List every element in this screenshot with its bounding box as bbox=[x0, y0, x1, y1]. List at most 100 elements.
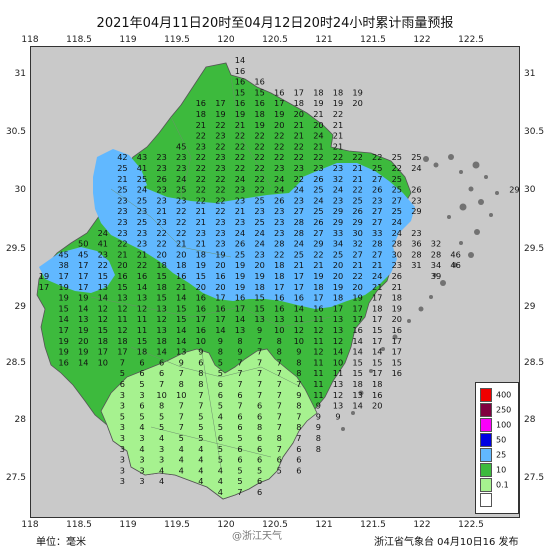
rainfall-value: 4 bbox=[218, 465, 223, 475]
rainfall-value: 23 bbox=[156, 163, 166, 173]
rainfall-value: 22 bbox=[313, 249, 323, 259]
rainfall-value: 21 bbox=[294, 120, 304, 130]
land-areas bbox=[36, 62, 415, 500]
rainfall-value: 4 bbox=[139, 444, 144, 454]
rainfall-value: 6 bbox=[218, 433, 223, 443]
lat-tick-left: 30 bbox=[14, 185, 26, 195]
rainfall-value: 16 bbox=[392, 368, 402, 378]
land-light-green bbox=[100, 348, 318, 500]
lat-tick-right: 30 bbox=[524, 185, 536, 195]
rainfall-value: 20 bbox=[372, 401, 382, 411]
rainfall-value: 33 bbox=[333, 228, 343, 238]
rainfall-value: 18 bbox=[137, 347, 147, 357]
rainfall-value: 13 bbox=[176, 347, 186, 357]
rainfall-value: 15 bbox=[137, 336, 147, 346]
rainfall-value: 9 bbox=[335, 411, 340, 421]
lon-tick-bottom: 120.5 bbox=[262, 520, 288, 530]
rainfall-value: 15 bbox=[352, 368, 362, 378]
lon-tick-top: 119 bbox=[119, 35, 137, 45]
rainfall-value: 3 bbox=[139, 455, 144, 465]
rainfall-value: 4 bbox=[218, 487, 223, 497]
rainfall-value: 5 bbox=[159, 422, 164, 432]
rainfall-value: 16 bbox=[117, 271, 127, 281]
rainfall-value: 25 bbox=[352, 195, 362, 205]
rainfall-value: 3 bbox=[159, 444, 164, 454]
rainfall-value: 14 bbox=[98, 293, 108, 303]
rainfall-value: 3 bbox=[120, 476, 125, 486]
rainfall-value: 4 bbox=[159, 476, 164, 486]
county-lines bbox=[90, 76, 332, 468]
lat-tick-right: 28 bbox=[524, 415, 536, 425]
rainfall-value: 19 bbox=[78, 347, 88, 357]
rainfall-value: 22 bbox=[196, 174, 206, 184]
rainfall-value: 21 bbox=[196, 217, 206, 227]
rainfall-value: 6 bbox=[257, 411, 262, 421]
rainfall-value: 12 bbox=[156, 314, 166, 324]
rainfall-value: 13 bbox=[137, 293, 147, 303]
rainfall-value: 20 bbox=[333, 260, 343, 270]
rainfall-value: 25 bbox=[117, 163, 127, 173]
rainfall-value: 16 bbox=[294, 293, 304, 303]
rainfall-value: 24 bbox=[411, 163, 421, 173]
rainfall-value: 15 bbox=[176, 314, 186, 324]
rainfall-value: 16 bbox=[352, 325, 362, 335]
rainfall-value: 15 bbox=[254, 87, 264, 97]
legend-label: 0.1 bbox=[496, 480, 509, 490]
rainfall-value: 24 bbox=[274, 174, 284, 184]
rainfall-value: 16 bbox=[215, 271, 225, 281]
rainfall-value: 22 bbox=[235, 141, 245, 151]
rainfall-value: 22 bbox=[156, 239, 166, 249]
rainfall-value: 7 bbox=[179, 368, 184, 378]
rainfall-value: 22 bbox=[392, 163, 402, 173]
rainfall-value: 13 bbox=[78, 314, 88, 324]
rainfall-value: 14 bbox=[333, 347, 343, 357]
rainfall-value: 26 bbox=[313, 217, 323, 227]
rainfall-value: 29 bbox=[333, 206, 343, 216]
rainfall-value: 17 bbox=[372, 368, 382, 378]
rainfall-value: 4 bbox=[198, 455, 203, 465]
rainfall-value: 21 bbox=[372, 260, 382, 270]
rainfall-value: 23 bbox=[137, 228, 147, 238]
rainfall-value: 39 bbox=[431, 271, 441, 281]
rainfall-value: 21 bbox=[352, 163, 362, 173]
rainfall-value: 23 bbox=[117, 228, 127, 238]
rainfall-value: 12 bbox=[313, 347, 323, 357]
rainfall-value: 15 bbox=[98, 325, 108, 335]
lon-tick-bottom: 119.5 bbox=[164, 520, 190, 530]
rainfall-value: 3 bbox=[120, 465, 125, 475]
rainfall-value: 17 bbox=[294, 87, 304, 97]
rainfall-value: 7 bbox=[296, 433, 301, 443]
rainfall-value: 18 bbox=[176, 260, 186, 270]
rainfall-value: 6 bbox=[257, 433, 262, 443]
rainfall-value: 6 bbox=[237, 444, 242, 454]
rainfall-value: 7 bbox=[257, 357, 262, 367]
rainfall-value: 3 bbox=[159, 455, 164, 465]
rainfall-value: 4 bbox=[139, 422, 144, 432]
rainfall-value: 23 bbox=[313, 163, 323, 173]
rainfall-value: 15 bbox=[117, 282, 127, 292]
rainfall-value: 18 bbox=[156, 282, 166, 292]
rainfall-value: 7 bbox=[237, 487, 242, 497]
rainfall-value: 28 bbox=[411, 249, 421, 259]
rainfall-value: 18 bbox=[352, 379, 362, 389]
rainfall-value: 18 bbox=[274, 260, 284, 270]
rainfall-value: 7 bbox=[257, 336, 262, 346]
rainfall-value: 4 bbox=[218, 476, 223, 486]
rainfall-value: 10 bbox=[333, 357, 343, 367]
legend-swatch bbox=[480, 493, 492, 507]
rainfall-value: 12 bbox=[117, 325, 127, 335]
rainfall-value: 45 bbox=[58, 249, 68, 259]
rainfall-value: 50 bbox=[78, 239, 88, 249]
rainfall-value: 25 bbox=[117, 185, 127, 195]
rainfall-value: 22 bbox=[352, 185, 362, 195]
rainfall-value: 19 bbox=[215, 249, 225, 259]
rainfall-value: 15 bbox=[98, 271, 108, 281]
rainfall-value: 21 bbox=[137, 249, 147, 259]
rainfall-value: 7 bbox=[237, 379, 242, 389]
rainfall-value: 11 bbox=[333, 368, 343, 378]
rainfall-value: 19 bbox=[215, 109, 225, 119]
rainfall-value: 15 bbox=[254, 293, 264, 303]
rainfall-value: 21 bbox=[235, 120, 245, 130]
rainfall-value: 5 bbox=[218, 357, 223, 367]
rainfall-value: 4 bbox=[198, 465, 203, 475]
